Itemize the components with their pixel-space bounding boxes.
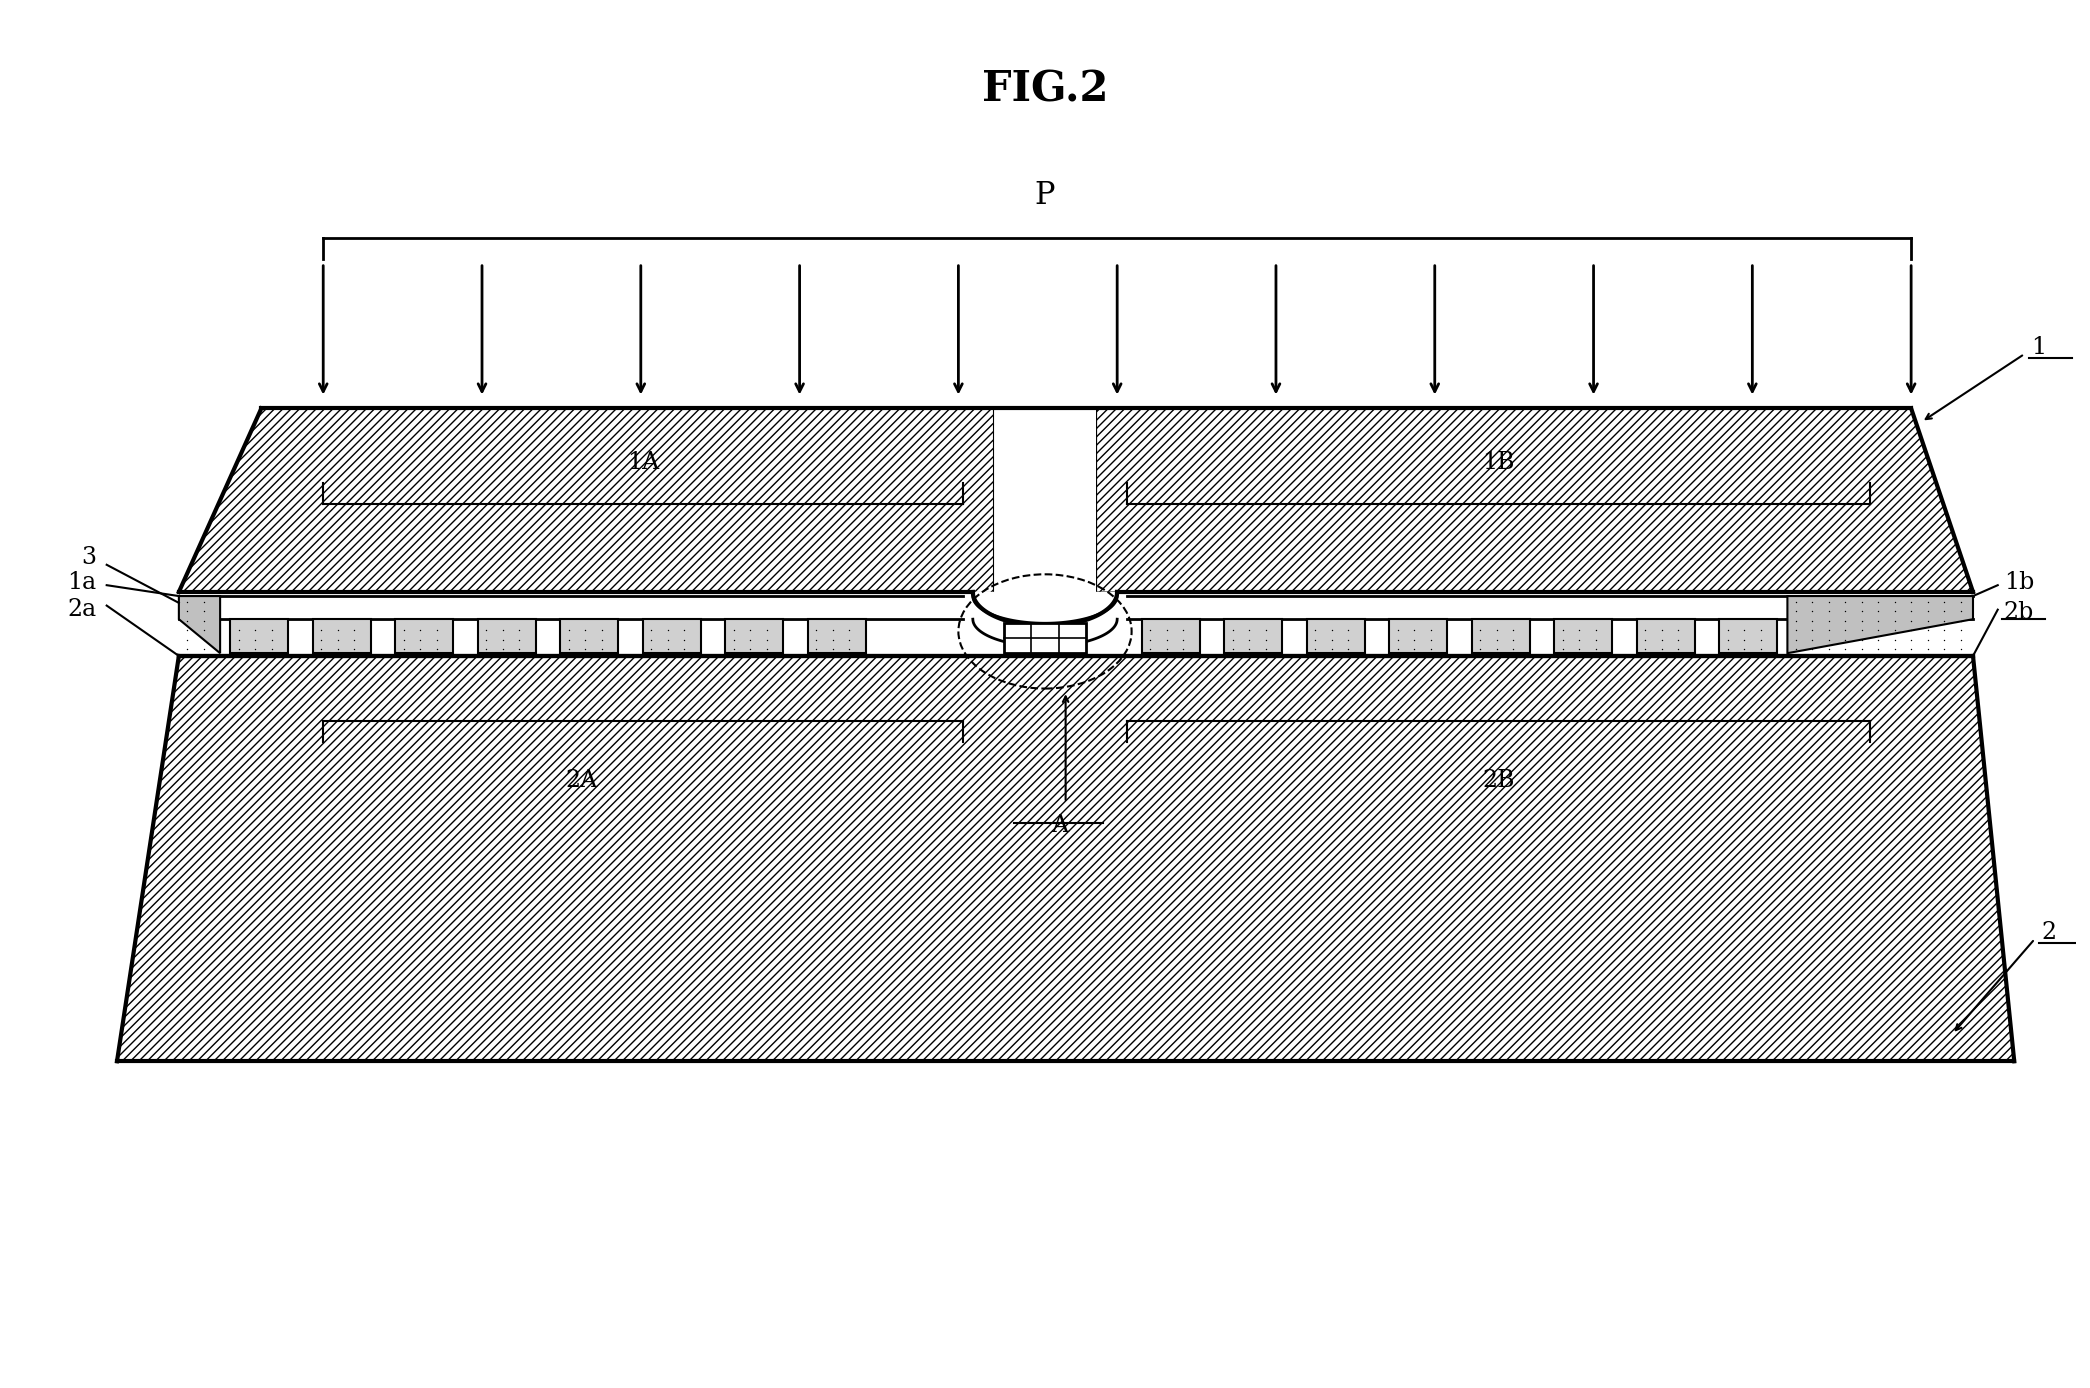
Text: A: A: [1051, 813, 1068, 837]
Bar: [809, 619, 865, 654]
Polygon shape: [180, 595, 219, 654]
Text: FIG.2: FIG.2: [982, 68, 1108, 110]
Bar: [230, 619, 288, 654]
Bar: [1390, 619, 1446, 654]
Text: 2B: 2B: [1482, 769, 1515, 791]
Bar: [479, 619, 535, 654]
Text: 1B: 1B: [1482, 451, 1515, 473]
Polygon shape: [1097, 408, 1973, 593]
Bar: [1720, 619, 1776, 654]
Polygon shape: [1787, 595, 1973, 654]
Text: 2A: 2A: [564, 769, 598, 791]
Bar: [1003, 623, 1087, 654]
Polygon shape: [180, 408, 993, 593]
Text: 1: 1: [2031, 336, 2046, 358]
Text: P: P: [1035, 180, 1055, 211]
Bar: [560, 619, 619, 654]
Text: 1A: 1A: [627, 451, 658, 473]
Bar: [1471, 619, 1530, 654]
Bar: [1555, 619, 1611, 654]
Text: 1b: 1b: [2004, 570, 2034, 594]
Bar: [1141, 619, 1200, 654]
Bar: [1225, 619, 1281, 654]
Text: 2a: 2a: [67, 598, 96, 622]
Bar: [1306, 619, 1365, 654]
Text: 2b: 2b: [2004, 601, 2034, 623]
Bar: [395, 619, 454, 654]
Bar: [725, 619, 784, 654]
Bar: [644, 619, 700, 654]
Bar: [1636, 619, 1695, 654]
Text: 1a: 1a: [67, 570, 96, 594]
Polygon shape: [117, 657, 2015, 1062]
Bar: [314, 619, 370, 654]
Text: 2: 2: [2042, 920, 2057, 944]
Text: 3: 3: [82, 547, 96, 569]
